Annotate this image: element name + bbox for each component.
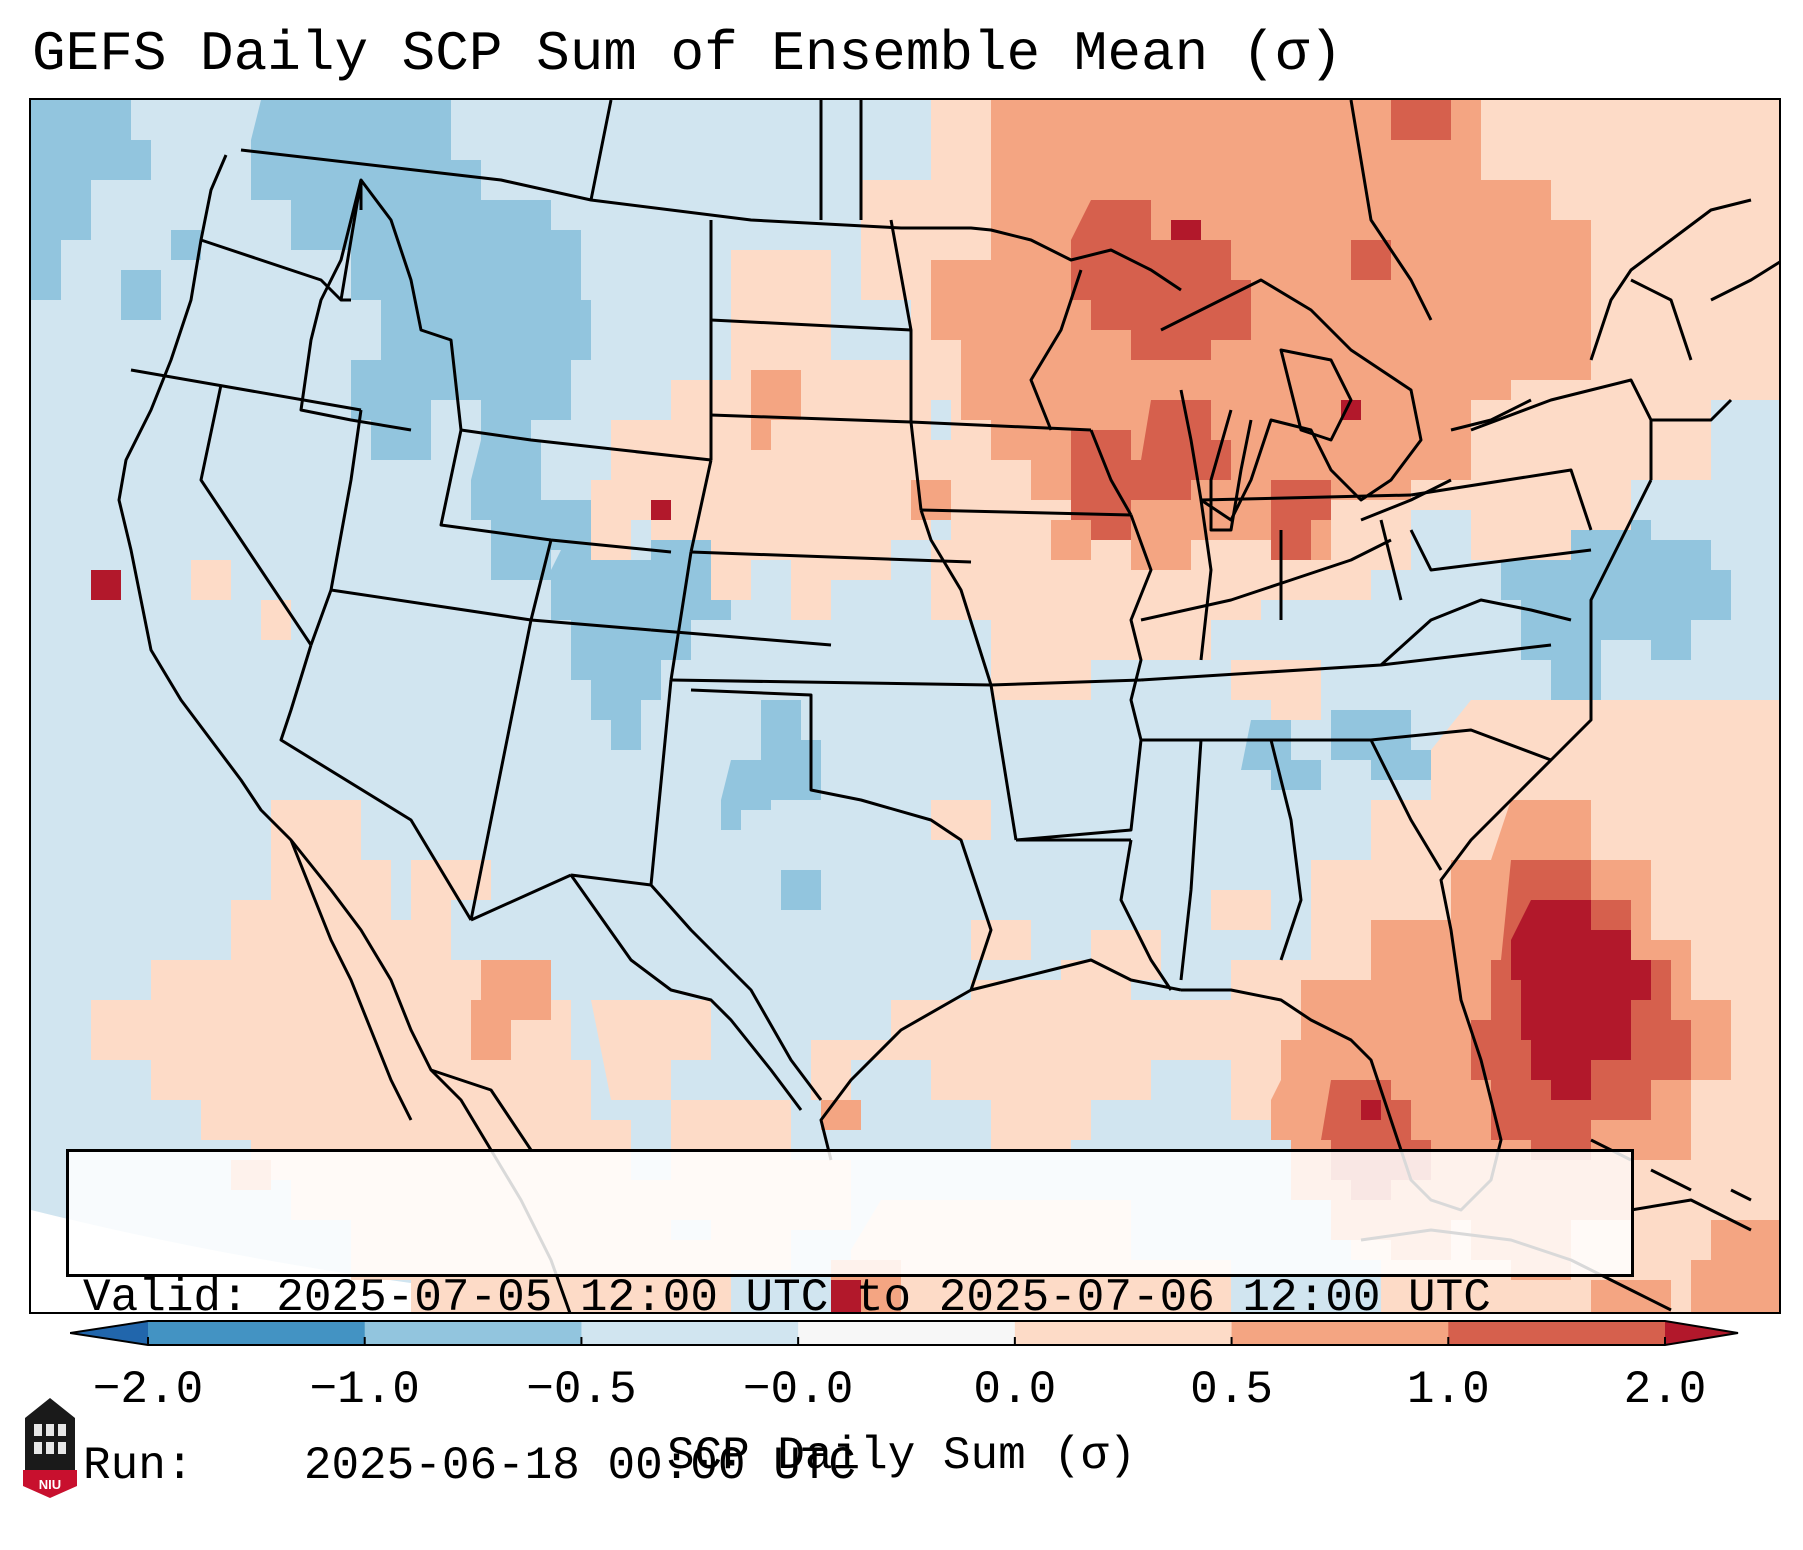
colorbar-extend-low [70,1321,148,1345]
colorbar-tick-label: −0.5 [526,1364,637,1416]
run-row: Run: 2025-06-18 00:00 UTC [83,1438,1631,1494]
valid-label: Valid: [83,1272,249,1324]
map-panel[interactable] [29,98,1781,1314]
colorbar-bin [798,1321,1016,1345]
valid-row: Valid: 2025-07-05 12:00 UTC to 2025-07-0… [83,1270,1631,1326]
colorbar-bin [364,1321,582,1345]
logo-shield [23,1470,77,1498]
colorbar [70,1320,1739,1346]
colorbar-bin [581,1321,799,1345]
map-canvas [31,100,1779,1312]
valid-value: 2025-07-05 12:00 UTC to 2025-07-06 12:00… [276,1272,1491,1324]
colorbar-bin [1014,1321,1233,1345]
colorbar-bin [1231,1321,1449,1345]
colorbar-tick-label: −1.0 [309,1364,420,1416]
run-label: Run: [83,1440,194,1492]
valid-run-info-box: Valid: 2025-07-05 12:00 UTC to 2025-07-0… [66,1149,1634,1492]
extreme-positive-patches [91,220,1651,1312]
colorbar-tick-label: 0.0 [973,1364,1057,1416]
state-boundaries [117,100,1779,1312]
projection-edge [31,1210,677,1312]
logo-text: NIU [39,1477,61,1492]
colorbar-tick-label: 1.0 [1406,1364,1490,1416]
colorbar-bin [148,1321,366,1345]
colorbar-tick-label: 2.0 [1623,1364,1707,1416]
run-value: 2025-06-18 00:00 UTC [303,1440,856,1492]
colorbar-tick-label: −0.0 [742,1364,854,1416]
colorbar-tick-label: −2.0 [92,1364,204,1416]
colorbar-bin [1448,1321,1666,1345]
colorbar-extend-high [1665,1321,1738,1345]
colorbar-label: SCP Daily Sum (σ) [666,1430,1137,1482]
map-title: GEFS Daily SCP Sum of Ensemble Mean (σ) [32,22,1343,86]
niu-logo: NIU [23,1398,77,1498]
colorbar-tick-label: 0.5 [1190,1364,1273,1416]
